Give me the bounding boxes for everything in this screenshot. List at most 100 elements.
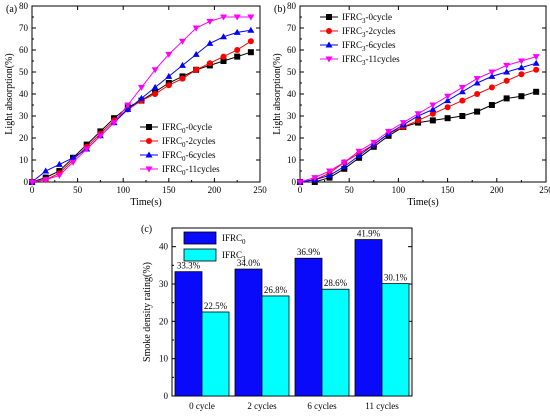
legend-entry: IFRC3-11cycles [342, 54, 400, 67]
data-point [247, 49, 254, 56]
data-point [326, 171, 334, 178]
legend-marker [326, 14, 332, 20]
y-axis-label: Smoke density rating(%) [142, 262, 153, 362]
data-point [474, 108, 481, 115]
data-point [192, 50, 200, 57]
data-point [488, 69, 496, 76]
series-line [31, 29, 251, 183]
y-tick-label: 70 [19, 23, 29, 33]
data-point [137, 94, 145, 101]
legend-entry: IFRC0-6cycles [162, 150, 216, 163]
y-tick-label: 70 [287, 23, 297, 33]
data-point [220, 14, 228, 21]
y-tick-label: 0 [292, 177, 297, 187]
data-point [165, 72, 173, 79]
data-point [220, 53, 227, 60]
category-label: 11 cycles [365, 401, 399, 411]
data-point [178, 38, 186, 45]
data-point [340, 159, 348, 166]
plot-frame [299, 5, 547, 183]
data-point [28, 179, 36, 186]
data-point [429, 110, 436, 117]
bar [381, 283, 410, 397]
data-point [151, 67, 159, 74]
legend-entry: IFRC3-0cycle [342, 12, 392, 25]
data-point [206, 18, 214, 25]
data-point [473, 76, 481, 83]
bar-value-label: 28.6% [324, 278, 348, 288]
y-tick-label: 20 [19, 133, 29, 143]
data-point [296, 179, 304, 186]
data-point [152, 91, 159, 97]
legend-marker [145, 166, 153, 173]
data-point [533, 88, 540, 95]
data-point [532, 59, 540, 66]
bar-value-label: 26.8% [264, 285, 288, 295]
data-point [137, 84, 145, 91]
bar-panel-c: 0 10 20 30 40 0 cycle 33.3% 22.5% 2 cycles 34.0% 2… [141, 224, 413, 411]
data-point [503, 77, 510, 84]
data-point [532, 54, 540, 61]
data-point [247, 26, 255, 33]
data-point [414, 111, 422, 118]
bar [261, 295, 290, 397]
legend-marker [145, 151, 153, 158]
bar-value-label: 41.9% [357, 229, 381, 239]
data-point [247, 38, 254, 45]
data-point [110, 120, 118, 127]
series-line [31, 51, 252, 183]
bar [294, 257, 323, 397]
panel-label: (c) [141, 224, 152, 235]
data-point [55, 172, 63, 179]
bar [201, 311, 230, 397]
line-panel-b: 0 50 100 150 200 250 0 10 20 30 40 50 60 70 80 Time(s) L… [272, 1, 550, 208]
bar-value-label: 36.9% [297, 247, 321, 257]
data-point [151, 83, 159, 90]
data-point [69, 154, 77, 161]
data-point [247, 14, 255, 21]
y-tick-label: 50 [19, 67, 29, 77]
data-point [83, 146, 91, 153]
data-point [474, 91, 481, 97]
data-point [458, 84, 466, 91]
data-point [370, 139, 378, 146]
legend-entry: IFRC3 [222, 250, 246, 263]
data-point [415, 117, 422, 124]
legend-entry: IFRC0-11cycles [162, 164, 220, 177]
bar [234, 268, 263, 397]
x-tick-label: 150 [162, 185, 176, 195]
data-point [326, 168, 334, 175]
x-tick-label: 100 [392, 185, 406, 195]
data-point [165, 82, 172, 89]
data-point [234, 47, 241, 53]
data-point [220, 58, 227, 64]
x-tick-label: 250 [539, 185, 550, 195]
data-point [192, 25, 200, 32]
data-point [503, 62, 511, 69]
bar [354, 239, 383, 397]
legend-marker [146, 124, 152, 130]
bar-value-label: 30.1% [384, 273, 408, 283]
y-tick-label: 10 [19, 155, 29, 165]
legend-entry: IFRC3-2cycles [342, 26, 396, 39]
bar-value-label: 22.5% [204, 301, 228, 311]
data-point [444, 93, 452, 100]
data-point [503, 95, 510, 102]
data-point [233, 28, 241, 35]
bar [174, 271, 203, 397]
data-point [429, 105, 437, 112]
data-point [399, 120, 407, 127]
data-point [233, 14, 241, 21]
bar [321, 288, 350, 397]
data-point [42, 177, 50, 184]
data-point [429, 117, 436, 124]
data-point [459, 97, 466, 104]
data-point [206, 60, 213, 67]
data-point [503, 68, 511, 75]
y-tick-label: 0 [164, 391, 169, 401]
y-tick-label: 20 [287, 133, 297, 143]
legend-marker [325, 41, 333, 48]
legend-entry: IFRC0-2cycles [162, 136, 216, 149]
y-tick-label: 60 [19, 45, 29, 55]
